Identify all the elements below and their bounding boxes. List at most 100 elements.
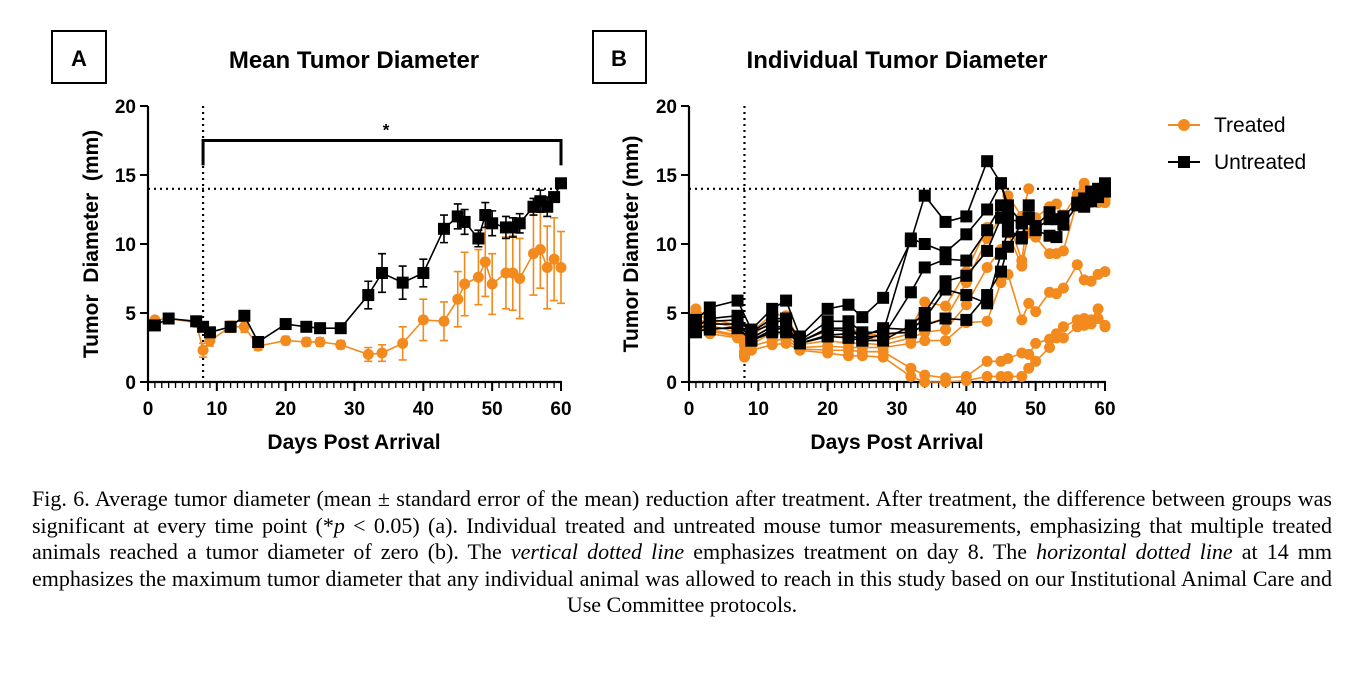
panel-b-data-point xyxy=(1015,232,1028,245)
panel-a-data-point xyxy=(362,289,375,302)
caption-p-variable: p xyxy=(333,512,345,538)
panel-a: A Mean Tumor Diameter Tumor Diameter (mm… xyxy=(51,30,572,454)
panel-b-series-untreated xyxy=(689,177,1111,348)
panel-a-data-point xyxy=(238,309,251,322)
panel-a-x-tick-label: 10 xyxy=(206,399,227,420)
panel-a-data-point xyxy=(472,271,484,283)
panel-a-data-point xyxy=(335,339,347,351)
panel-a-data-point xyxy=(548,191,561,204)
panel-b-data-point xyxy=(1022,199,1035,212)
panel-b-data-point xyxy=(1030,355,1042,367)
panel-a-data-point xyxy=(238,321,250,333)
panel-b-data-point xyxy=(1016,370,1028,382)
panel-b-data-point xyxy=(1050,231,1063,244)
panel-b-data-point xyxy=(981,355,993,367)
legend-untreated-marker xyxy=(1178,156,1190,168)
panel-b-y-tick-label: 10 xyxy=(656,235,677,256)
panel-b-data-point xyxy=(940,300,952,312)
panel-b-data-point xyxy=(960,269,973,282)
legend: Treated Untreated xyxy=(1168,114,1306,174)
panel-b-data-point xyxy=(1085,275,1097,287)
caption-part-4: at 14 mm emphasizes the maximum tumor di… xyxy=(32,539,1332,617)
panel-b-y-tick-label: 0 xyxy=(666,373,677,394)
panel-b-data-point xyxy=(904,286,917,299)
panel-a-data-point xyxy=(376,266,389,279)
panel-b-data-point xyxy=(905,370,917,382)
panel-b-letter: B xyxy=(611,46,627,71)
panel-b-data-point xyxy=(904,232,917,245)
panel-b-data-point xyxy=(960,313,973,326)
panel-a-significance-bracket xyxy=(201,139,563,166)
panel-a-data-point xyxy=(458,215,471,228)
panel-b-data-point xyxy=(766,302,779,315)
panel-a-data-point xyxy=(506,221,519,234)
panel-b-data-point xyxy=(905,337,917,349)
panel-b-data-point xyxy=(940,335,952,347)
panel-b-data-point xyxy=(918,319,931,332)
panel-a-x-tick-label: 40 xyxy=(413,399,434,420)
panel-b-data-point xyxy=(689,324,702,337)
panel-a-series-treated xyxy=(149,210,567,363)
panel-b-data-point xyxy=(1044,342,1056,353)
panel-b-data-point xyxy=(1002,353,1014,365)
panel-b-data-point xyxy=(745,344,757,356)
panel-b: B Individual Tumor Diameter Tumor Diamet… xyxy=(592,30,1116,454)
panel-a-letter: A xyxy=(71,46,87,71)
panel-a-data-point xyxy=(197,344,209,356)
panel-b-data-point xyxy=(766,323,779,336)
panel-b-data-point xyxy=(905,362,917,374)
panel-b-data-point xyxy=(995,199,1007,212)
panel-b-data-point xyxy=(877,351,889,363)
panel-b-data-point xyxy=(821,330,834,343)
panel-a-y-tick-label: 5 xyxy=(125,304,136,325)
panel-a-data-point xyxy=(252,335,265,348)
panel-b-x-tick-label: 0 xyxy=(684,399,695,420)
panel-a-data-point xyxy=(541,261,553,273)
panel-b-data-point xyxy=(842,331,855,344)
panel-a-data-point xyxy=(459,278,471,290)
panel-a-letter-box xyxy=(51,30,107,84)
panel-a-data-point xyxy=(417,266,430,279)
panel-a-data-point xyxy=(300,336,312,348)
panel-b-x-tick-label: 20 xyxy=(817,399,838,420)
panel-b-data-point xyxy=(1057,282,1069,294)
panel-b-y-tick-label: 20 xyxy=(656,97,677,118)
panel-b-data-point xyxy=(981,203,994,216)
panel-a-y-tick-label: 20 xyxy=(115,97,136,118)
panel-a-data-point xyxy=(376,347,388,359)
panel-b-data-point xyxy=(981,261,993,273)
panel-b-data-point xyxy=(1030,337,1042,349)
panel-a-data-point xyxy=(203,326,216,339)
panel-b-data-point xyxy=(940,376,952,388)
panel-a-xlabel: Days Post Arrival xyxy=(267,431,440,454)
panel-a-data-point xyxy=(279,318,292,331)
panel-b-data-point xyxy=(745,334,758,347)
panel-b-title: Individual Tumor Diameter xyxy=(747,47,1048,74)
legend-untreated-label: Untreated xyxy=(1214,151,1306,174)
panel-b-data-point xyxy=(731,294,744,307)
panel-b-data-point xyxy=(1099,321,1111,333)
panel-b-data-point xyxy=(703,323,716,336)
caption-part-1: Fig. 6. Average tumor diameter (mean ± s… xyxy=(32,486,1332,538)
panel-b-data-point xyxy=(939,312,952,325)
panel-b-data-point xyxy=(856,311,869,324)
panel-a-x-tick-label: 50 xyxy=(482,399,503,420)
panel-a-plot: 0 5 10 15 20 0 10 20 30 40 50 60 * xyxy=(115,97,572,420)
panel-a-data-point xyxy=(314,322,327,335)
panel-b-ylabel: Tumor Diameter (mm) xyxy=(620,136,643,353)
panel-b-y-tick-label: 15 xyxy=(656,166,678,187)
panel-b-data-point xyxy=(939,215,952,228)
panel-a-data-point xyxy=(280,335,292,347)
legend-treated-label: Treated xyxy=(1214,114,1286,137)
panel-b-data-point xyxy=(1057,321,1069,333)
panel-b-data-point xyxy=(981,370,993,382)
panel-a-x-tick-label: 30 xyxy=(344,399,365,420)
panel-b-data-point xyxy=(995,177,1007,190)
panel-b-data-point xyxy=(1023,362,1035,374)
panel-a-data-point xyxy=(148,319,161,332)
panel-a-data-point xyxy=(486,217,499,230)
panel-a-y-tick-label: 0 xyxy=(125,373,136,394)
panel-b-data-point xyxy=(960,210,973,223)
panel-b-x-tick-label: 10 xyxy=(748,399,769,420)
panel-b-data-point xyxy=(919,335,931,347)
